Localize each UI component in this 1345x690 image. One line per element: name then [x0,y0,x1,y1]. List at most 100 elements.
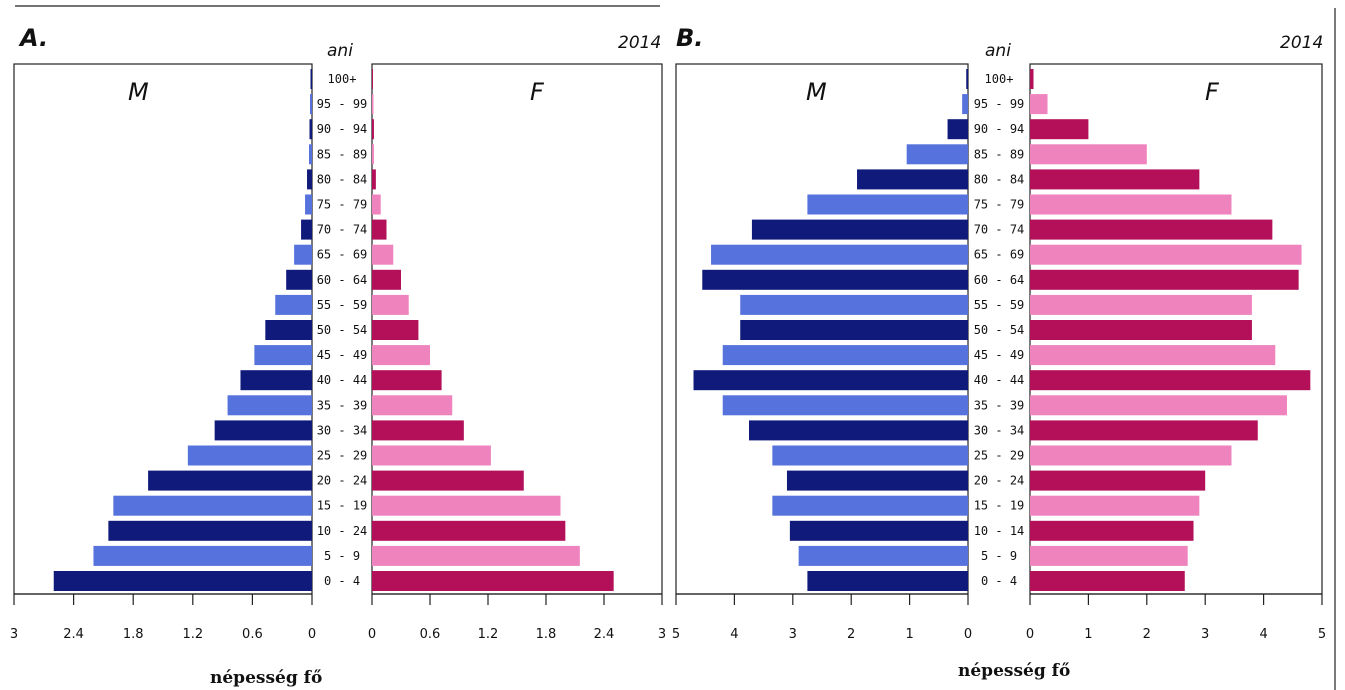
panel-b-year: 2014 [1280,33,1323,53]
male-bar [309,144,312,165]
male-bar [294,244,312,265]
male-tick-label: 0 [964,627,972,642]
female-bar [372,320,419,340]
age-group-label: 80 - 84 [317,172,368,186]
male-bar [722,345,968,366]
panel-b-ticks: 5 4 3 2 1 0 0 1 2 3 4 5 [672,593,1326,642]
female-bar [1030,520,1194,541]
male-bar [254,345,312,366]
panel-a: A. 2014 ani M F 0 - 4 5 - 9 10 - 24 15 - 19… [10,24,666,688]
age-group-label: 50 - 54 [317,323,368,337]
female-bar [372,244,394,265]
female-bar [1030,320,1252,340]
male-bar [947,119,968,140]
female-bar [372,144,374,165]
age-group-label: 40 - 44 [974,373,1025,387]
age-group-label: 80 - 84 [974,172,1025,186]
panel-a-xlabel: népesség fő [210,668,322,688]
male-bar [113,495,312,516]
male-bar [789,520,968,541]
age-group-label: 0 - 4 [324,574,360,588]
male-bar [93,545,312,566]
male-bar [693,370,968,391]
female-bar [1030,545,1188,566]
age-group-label: 55 - 59 [974,298,1025,312]
age-group-label: 70 - 74 [974,223,1025,237]
male-bar [310,69,312,89]
age-group-label: 70 - 74 [317,223,368,237]
age-group-label: 65 - 69 [974,248,1025,262]
female-bar [1030,144,1147,165]
panel-b-male-label: M [806,78,827,106]
age-group-label: 85 - 89 [974,147,1025,161]
female-bar [1030,94,1048,115]
age-group-label: 55 - 59 [317,298,368,312]
female-bar [372,269,401,290]
male-bar [962,94,968,115]
male-bar [740,320,968,340]
male-bar [702,269,968,290]
age-group-label: 75 - 79 [974,198,1025,212]
panel-a-age-labels: 0 - 4 5 - 9 10 - 24 15 - 19 20 - 24 25 - 29 30… [317,72,368,588]
male-tick-label: 5 [672,627,680,642]
male-bar [227,395,312,416]
age-group-label: 30 - 34 [317,423,368,437]
age-group-label: 0 - 4 [981,574,1017,588]
age-group-label: 5 - 9 [981,549,1017,563]
panel-a-age-axis-label: ani [327,41,353,61]
male-bar [307,169,312,190]
female-bar [1030,370,1311,391]
age-group-label: 60 - 64 [974,273,1025,287]
male-bar [749,420,968,441]
age-group-label: 100+ [985,72,1014,86]
age-group-label: 50 - 54 [974,323,1025,337]
male-bar [275,294,312,315]
panel-a-bars [53,69,614,591]
male-bar [148,470,312,491]
male-bar [187,445,312,466]
age-group-label: 40 - 44 [317,373,368,387]
female-bar [372,545,580,566]
female-bar [372,294,409,315]
age-group-label: 20 - 24 [974,474,1025,488]
female-bar [372,370,442,391]
male-bar [53,571,312,591]
male-bar [286,269,312,290]
male-tick-label: 1.2 [182,627,203,642]
male-tick-label: 0 [308,627,316,642]
female-bar [1030,345,1276,366]
female-tick-label: 3 [658,627,666,642]
female-tick-label: 1.2 [478,627,499,642]
female-bar [1030,445,1232,466]
panel-b-age-axis-label: ani [985,41,1011,61]
female-bar [1030,420,1258,441]
female-bar [372,445,491,466]
age-group-label: 90 - 94 [974,122,1025,136]
male-bar [108,520,312,541]
female-bar [1030,244,1302,265]
female-tick-label: 0 [368,627,376,642]
female-bar [372,470,524,491]
panel-b-age-labels: 0 - 4 5 - 9 10 - 14 15 - 19 20 - 24 25 - 29 30… [974,72,1025,588]
female-tick-label: 4 [1259,627,1267,642]
male-bar [240,370,312,391]
age-group-label: 60 - 64 [317,273,368,287]
male-tick-label: 3 [789,627,797,642]
female-bar [372,194,381,215]
age-group-label: 95 - 99 [317,97,368,111]
panel-b-bars [693,69,1311,591]
female-bar [1030,470,1206,491]
age-group-label: 20 - 24 [317,474,368,488]
age-group-label: 45 - 49 [974,348,1025,362]
age-group-label: 15 - 19 [974,499,1025,513]
male-bar [711,244,968,265]
panel-a-male-label: M [128,78,149,106]
female-bar [372,119,374,140]
female-bar [372,571,614,591]
female-bar [1030,495,1200,516]
male-bar [772,445,968,466]
age-group-label: 100+ [328,72,357,86]
female-bar [1030,219,1273,240]
